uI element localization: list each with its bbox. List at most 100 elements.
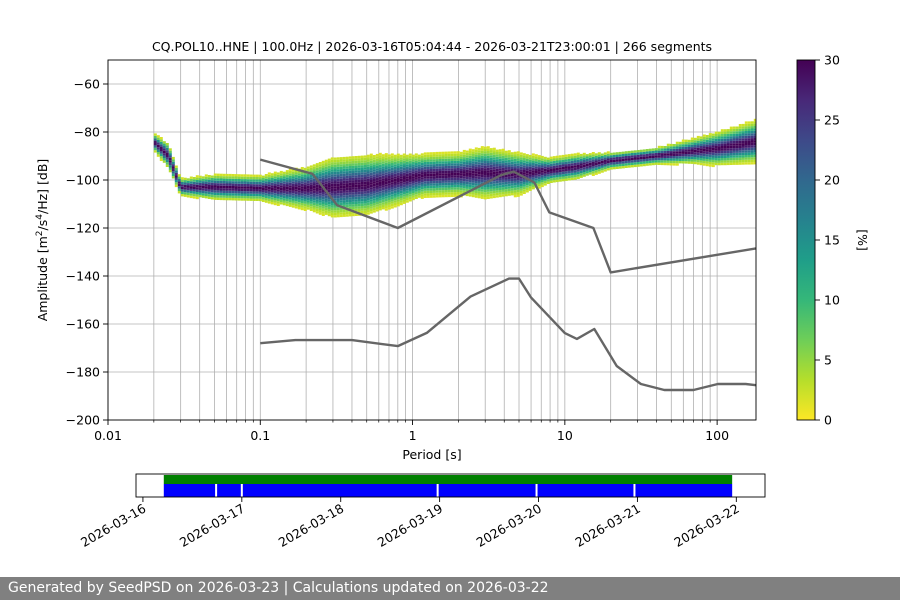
heatmap-cell: [156, 137, 160, 140]
heatmap-cell: [549, 180, 553, 183]
heatmap-cell: [693, 154, 697, 157]
heatmap-cell: [270, 178, 274, 181]
heatmap-cell: [384, 162, 388, 166]
heatmap-cell: [690, 161, 694, 164]
heatmap-cell: [525, 156, 529, 159]
heatmap-cell: [291, 198, 295, 201]
heatmap-cell: [435, 171, 439, 174]
heatmap-cell: [492, 188, 496, 191]
heatmap-cell: [408, 199, 412, 202]
heatmap-cell: [267, 198, 271, 202]
heatmap-cell: [168, 160, 172, 163]
heatmap-cell: [603, 162, 607, 165]
heatmap-cell: [303, 177, 307, 180]
heatmap-cell: [447, 194, 451, 198]
heatmap-column: [669, 143, 673, 166]
heatmap-cell: [732, 160, 736, 163]
heatmap-cell: [420, 167, 424, 171]
heatmap-cell: [324, 195, 328, 199]
heatmap-cell: [507, 162, 511, 165]
heatmap-cell: [666, 153, 670, 156]
heatmap-cell: [582, 162, 586, 165]
heatmap-cell: [687, 149, 691, 152]
heatmap-cell: [228, 176, 232, 179]
heatmap-cell: [414, 153, 418, 156]
heatmap-cell: [657, 153, 661, 156]
heatmap-cell: [438, 190, 442, 193]
heatmap-cell: [597, 161, 601, 165]
heatmap-cell: [555, 165, 559, 168]
heatmap-cell: [288, 202, 292, 205]
heatmap-cell: [615, 161, 619, 165]
x-tick-label: 0.1: [250, 428, 270, 443]
heatmap-cell: [699, 150, 703, 154]
heatmap-column: [609, 152, 613, 170]
heatmap-column: [432, 152, 436, 198]
heatmap-cell: [333, 186, 337, 189]
heatmap-cell: [207, 187, 211, 190]
heatmap-cell: [330, 200, 334, 203]
heatmap-cell: [459, 180, 463, 183]
heatmap-cell: [648, 153, 652, 156]
heatmap-cell: [303, 201, 307, 204]
heatmap-cell: [447, 185, 451, 188]
heatmap-column: [681, 139, 685, 164]
heatmap-cell: [402, 199, 406, 202]
heatmap-cell: [732, 143, 736, 146]
heatmap-cell: [453, 151, 457, 154]
heatmap-cell: [462, 185, 466, 189]
heatmap-cell: [540, 175, 544, 178]
heatmap-cell: [300, 174, 304, 177]
heatmap-column: [264, 174, 268, 203]
colorbar-tick-label: 10: [824, 293, 840, 308]
heatmap-cell: [738, 162, 742, 165]
heatmap-cell: [483, 149, 487, 152]
heatmap-cell: [261, 175, 265, 178]
heatmap-cell: [486, 170, 490, 173]
heatmap-cell: [432, 152, 436, 155]
heatmap-cell: [519, 162, 523, 165]
heatmap-cell: [462, 161, 466, 165]
heatmap-cell: [474, 178, 478, 181]
heatmap-column: [240, 174, 244, 201]
heatmap-cell: [357, 211, 361, 214]
heatmap-cell: [429, 164, 433, 167]
heatmap-cell: [483, 151, 487, 154]
heatmap-cell: [507, 174, 511, 177]
heatmap-cell: [327, 211, 331, 214]
heatmap-cell: [372, 193, 376, 196]
heatmap-cell: [279, 182, 283, 186]
heatmap-cell: [513, 182, 517, 186]
heatmap-cell: [333, 181, 337, 184]
heatmap-cell: [597, 157, 601, 160]
heatmap-cell: [711, 143, 715, 146]
heatmap-cell: [357, 196, 361, 199]
heatmap-cell: [711, 157, 715, 160]
heatmap-cell: [339, 181, 343, 184]
heatmap-cell: [540, 170, 544, 173]
heatmap-cell: [303, 189, 307, 192]
heatmap-cell: [750, 142, 754, 146]
heatmap-cell: [678, 144, 682, 147]
heatmap-cell: [318, 186, 322, 189]
heatmap-cell: [315, 201, 319, 204]
heatmap-cell: [504, 169, 508, 173]
heatmap-cell: [549, 159, 553, 162]
heatmap-cell: [480, 189, 484, 192]
heatmap-cell: [396, 187, 400, 190]
heatmap-cell: [741, 128, 745, 132]
heatmap-cell: [741, 143, 745, 146]
heatmap-cell: [636, 159, 640, 162]
heatmap-column: [267, 172, 271, 204]
heatmap-cell: [159, 137, 163, 140]
heatmap-cell: [279, 202, 283, 205]
heatmap-cell: [204, 184, 208, 187]
heatmap-cell: [519, 169, 523, 172]
heatmap-cell: [720, 153, 724, 156]
heatmap-cell: [273, 181, 277, 184]
heatmap-cell: [372, 181, 376, 184]
heatmap-cell: [294, 172, 298, 175]
heatmap-cell: [729, 136, 733, 139]
heatmap-cell: [405, 157, 409, 160]
heatmap-cell: [525, 158, 529, 162]
